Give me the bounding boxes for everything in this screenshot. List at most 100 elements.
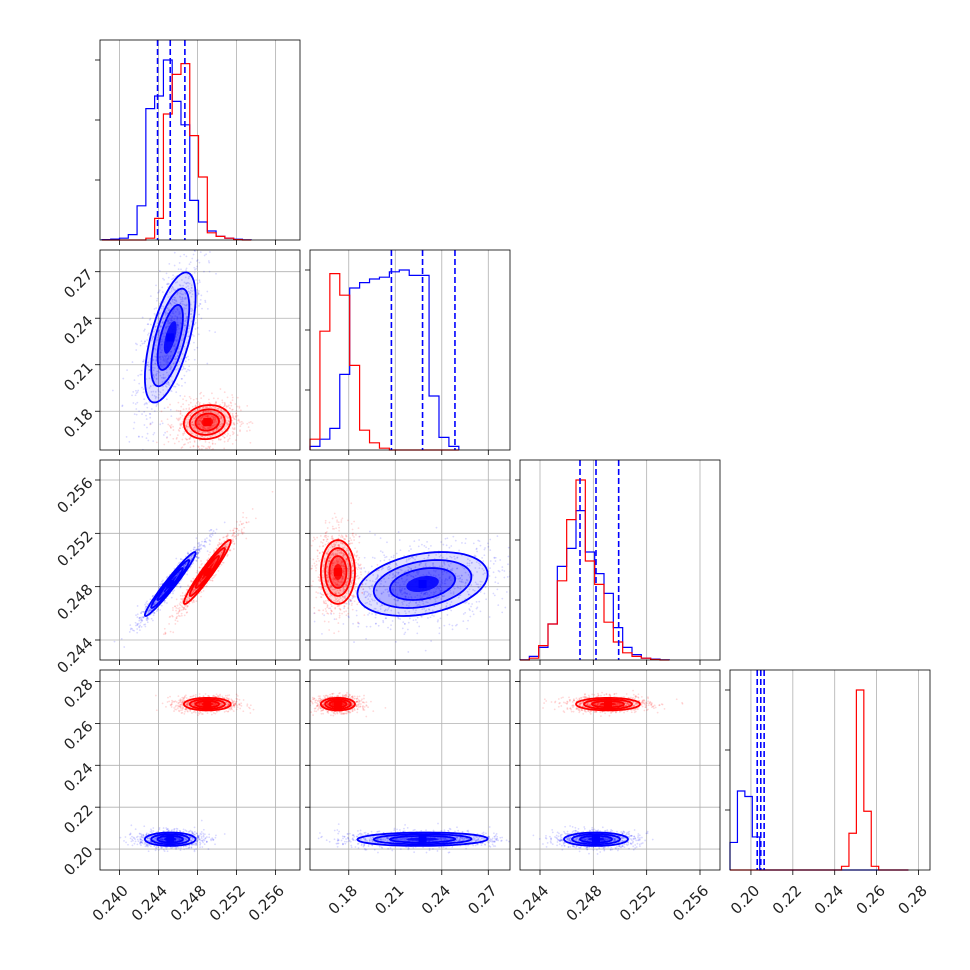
scatter-point <box>148 369 151 372</box>
scatter-point <box>178 606 181 609</box>
scatter-panel: 0.180.210.240.27 <box>60 249 301 458</box>
scatter-point <box>207 414 209 417</box>
scatter-point <box>363 556 366 559</box>
scatter-point <box>373 557 376 560</box>
scatter-point <box>178 603 181 605</box>
scatter-point <box>419 604 421 607</box>
scatter-point <box>230 404 233 407</box>
scatter-point <box>387 590 390 592</box>
scatter-point <box>410 597 413 599</box>
scatter-point <box>223 447 226 450</box>
scatter-point <box>448 546 451 549</box>
scatter-point <box>152 358 155 361</box>
scatter-point <box>159 358 162 361</box>
scatter-point <box>173 289 176 292</box>
scatter-point <box>176 351 179 354</box>
scatter-point <box>208 414 210 417</box>
scatter-point <box>180 598 182 600</box>
scatter-point <box>197 290 200 292</box>
scatter-point <box>164 632 167 635</box>
scatter-point <box>336 552 339 555</box>
scatter-point <box>466 564 469 567</box>
scatter-point <box>194 328 197 330</box>
scatter-point <box>355 591 358 594</box>
scatter-point <box>235 530 237 533</box>
scatter-point <box>161 322 164 325</box>
y-tick-label: 0.21 <box>60 359 96 395</box>
scatter-point <box>392 591 395 593</box>
scatter-point <box>169 368 171 371</box>
scatter-point <box>222 561 225 564</box>
scatter-point <box>183 253 186 256</box>
scatter-point <box>388 595 390 597</box>
scatter-point <box>153 611 156 614</box>
scatter-point <box>398 589 401 591</box>
scatter-point <box>179 296 182 299</box>
scatter-point <box>194 404 197 407</box>
scatter-point <box>197 422 200 425</box>
scatter-point <box>443 563 446 566</box>
scatter-point <box>154 328 157 331</box>
scatter-point <box>162 335 165 338</box>
scatter-point <box>226 424 229 426</box>
scatter-point <box>207 557 210 560</box>
scatter-point <box>210 434 213 437</box>
scatter-point <box>199 456 201 458</box>
scatter-point <box>145 602 148 604</box>
scatter-point <box>212 562 215 565</box>
scatter-point <box>239 429 241 432</box>
scatter-point <box>195 559 198 562</box>
scatter-point <box>342 564 345 567</box>
scatter-point <box>149 295 152 298</box>
scatter-point <box>392 576 395 579</box>
scatter-point <box>236 405 239 408</box>
scatter-point <box>208 441 211 444</box>
scatter-point <box>394 575 397 578</box>
scatter-point <box>404 580 406 583</box>
scatter-point <box>173 442 176 445</box>
scatter-point <box>443 570 446 572</box>
scatter-point <box>146 402 148 405</box>
scatter-point <box>202 426 205 428</box>
scatter-point <box>196 445 199 447</box>
scatter-point <box>152 594 154 597</box>
scatter-point <box>144 340 146 343</box>
scatter-point <box>224 545 227 548</box>
scatter-point <box>428 554 430 556</box>
scatter-point <box>377 624 380 627</box>
scatter-point <box>188 327 191 330</box>
scatter-point <box>148 365 150 368</box>
scatter-point <box>432 574 435 577</box>
scatter-point <box>204 406 207 409</box>
scatter-point <box>450 568 453 571</box>
scatter-point <box>192 562 195 565</box>
scatter-point <box>181 594 184 597</box>
scatter-point <box>195 571 198 574</box>
scatter-point <box>441 556 444 559</box>
scatter-point <box>193 601 195 603</box>
scatter-point <box>198 417 201 420</box>
scatter-point <box>168 623 171 625</box>
scatter-point <box>384 588 387 591</box>
scatter-point <box>143 424 146 426</box>
scatter-point <box>242 422 244 425</box>
scatter-point <box>212 562 214 564</box>
scatter-point <box>185 304 188 307</box>
scatter-point <box>172 592 174 595</box>
scatter-point <box>351 579 354 582</box>
scatter-point <box>161 593 163 596</box>
scatter-point <box>410 556 413 558</box>
scatter-point <box>150 390 153 393</box>
scatter-point <box>162 305 165 308</box>
scatter-point <box>176 317 179 319</box>
scatter-point <box>193 323 196 325</box>
scatter-point <box>165 371 168 374</box>
scatter-point <box>191 423 193 426</box>
scatter-point <box>189 446 192 449</box>
scatter-point <box>235 527 238 530</box>
scatter-point <box>165 383 168 385</box>
scatter-point <box>217 413 220 416</box>
scatter-point <box>464 581 467 584</box>
scatter-point <box>397 581 400 584</box>
scatter-point <box>144 608 147 610</box>
